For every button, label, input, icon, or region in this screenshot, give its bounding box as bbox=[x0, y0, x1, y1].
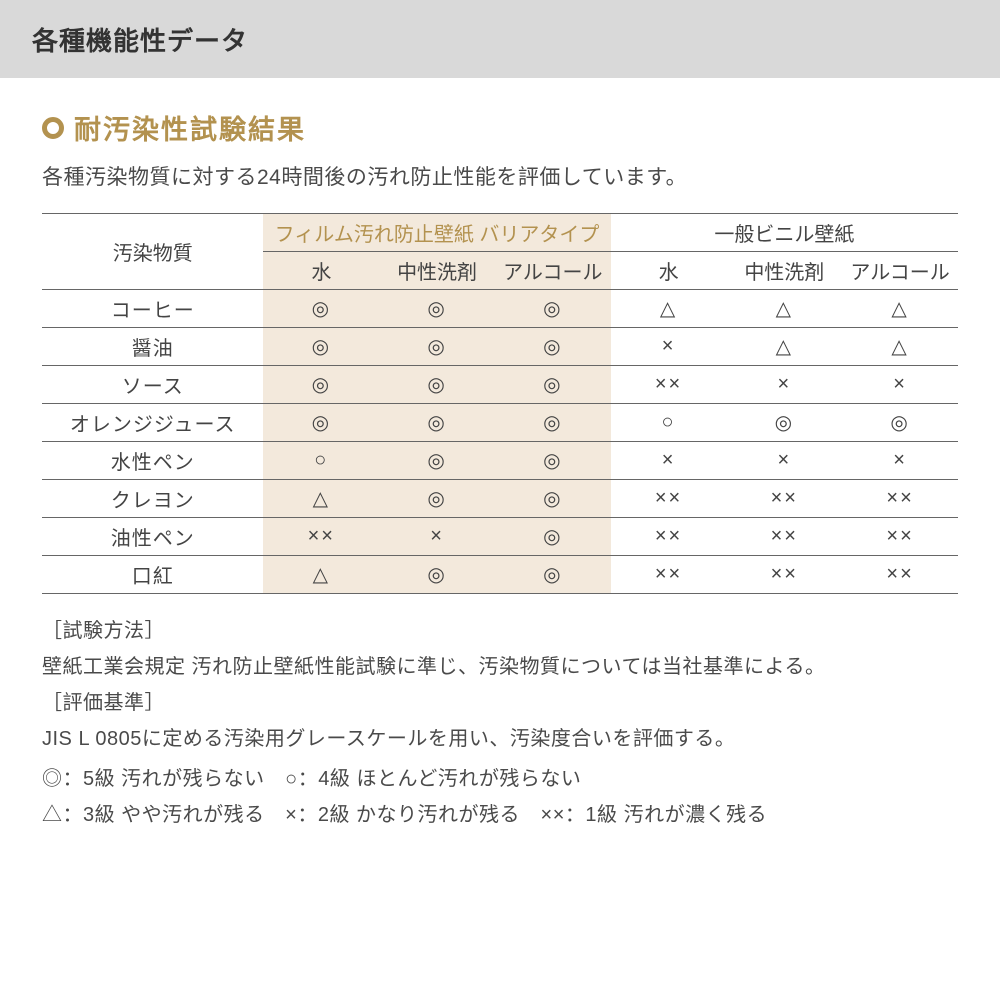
method-label: ［試験方法］ bbox=[42, 614, 958, 648]
result-cell: △ bbox=[263, 480, 379, 518]
legend-line-2: △：3級 やや汚れが残る ×：2級 かなり汚れが残る ××：1級 汚れが濃く残る bbox=[42, 798, 958, 832]
result-cell: × bbox=[842, 442, 958, 480]
result-cell: ×× bbox=[611, 556, 727, 594]
table-row: コーヒー◎◎◎△△△ bbox=[42, 290, 958, 328]
row-label: 口紅 bbox=[42, 556, 263, 594]
table-row: オレンジジュース◎◎◎○◎◎ bbox=[42, 404, 958, 442]
sub-header: 水 bbox=[263, 252, 379, 290]
row-label: オレンジジュース bbox=[42, 404, 263, 442]
result-cell: × bbox=[611, 442, 727, 480]
bullet-circle-icon bbox=[42, 117, 64, 139]
result-cell: ◎ bbox=[263, 290, 379, 328]
row-label: コーヒー bbox=[42, 290, 263, 328]
result-cell: × bbox=[379, 518, 495, 556]
row-header-label: 汚染物質 bbox=[42, 214, 263, 290]
page-title: 各種機能性データ bbox=[32, 21, 248, 58]
criteria-label: ［評価基準］ bbox=[42, 686, 958, 720]
result-cell: × bbox=[726, 366, 842, 404]
result-cell: ◎ bbox=[379, 404, 495, 442]
footnotes: ［試験方法］ 壁紙工業会規定 汚れ防止壁紙性能試験に準じ、汚染物質については当社… bbox=[42, 614, 958, 832]
section-heading: 耐汚染性試験結果 bbox=[42, 108, 958, 147]
method-text: 壁紙工業会規定 汚れ防止壁紙性能試験に準じ、汚染物質については当社基準による。 bbox=[42, 650, 958, 684]
result-cell: ◎ bbox=[495, 556, 611, 594]
result-cell: ×× bbox=[263, 518, 379, 556]
table-row: クレヨン△◎◎×××××× bbox=[42, 480, 958, 518]
page-header: 各種機能性データ bbox=[0, 0, 1000, 78]
result-cell: ◎ bbox=[726, 404, 842, 442]
table-row: ソース◎◎◎×××× bbox=[42, 366, 958, 404]
legend-line-1: ◎：5級 汚れが残らない ○：4級 ほとんど汚れが残らない bbox=[42, 762, 958, 796]
result-cell: ◎ bbox=[263, 404, 379, 442]
sub-header: 中性洗剤 bbox=[726, 252, 842, 290]
result-cell: ◎ bbox=[379, 556, 495, 594]
table-row: 水性ペン○◎◎××× bbox=[42, 442, 958, 480]
table-row: 油性ペン×××◎×××××× bbox=[42, 518, 958, 556]
row-label: クレヨン bbox=[42, 480, 263, 518]
result-cell: ×× bbox=[726, 480, 842, 518]
result-cell: ×× bbox=[726, 518, 842, 556]
sub-header: 水 bbox=[611, 252, 727, 290]
result-cell: ○ bbox=[611, 404, 727, 442]
section-title: 耐汚染性試験結果 bbox=[74, 108, 306, 147]
criteria-text: JIS L 0805に定める汚染用グレースケールを用い、汚染度合いを評価する。 bbox=[42, 722, 958, 756]
result-cell: ×× bbox=[726, 556, 842, 594]
result-cell: ◎ bbox=[495, 328, 611, 366]
result-cell: ◎ bbox=[495, 518, 611, 556]
group-a-header: フィルム汚れ防止壁紙 バリアタイプ bbox=[263, 214, 610, 252]
sub-header: 中性洗剤 bbox=[379, 252, 495, 290]
result-cell: △ bbox=[611, 290, 727, 328]
result-cell: ×× bbox=[611, 480, 727, 518]
result-cell: × bbox=[611, 328, 727, 366]
row-label: 醤油 bbox=[42, 328, 263, 366]
result-cell: ×× bbox=[842, 556, 958, 594]
result-cell: △ bbox=[726, 290, 842, 328]
row-label: 油性ペン bbox=[42, 518, 263, 556]
result-cell: × bbox=[842, 366, 958, 404]
table-row: 口紅△◎◎×××××× bbox=[42, 556, 958, 594]
result-cell: ◎ bbox=[263, 328, 379, 366]
result-cell: ○ bbox=[263, 442, 379, 480]
result-cell: ×× bbox=[842, 480, 958, 518]
result-cell: ◎ bbox=[495, 480, 611, 518]
result-cell: ◎ bbox=[379, 366, 495, 404]
sub-header: アルコール bbox=[495, 252, 611, 290]
result-cell: ◎ bbox=[263, 366, 379, 404]
result-cell: ◎ bbox=[379, 442, 495, 480]
section-description: 各種汚染物質に対する24時間後の汚れ防止性能を評価しています。 bbox=[42, 161, 958, 191]
result-cell: × bbox=[726, 442, 842, 480]
group-b-header: 一般ビニル壁紙 bbox=[611, 214, 958, 252]
result-cell: ◎ bbox=[842, 404, 958, 442]
result-cell: ◎ bbox=[379, 290, 495, 328]
result-cell: ◎ bbox=[495, 442, 611, 480]
result-cell: ◎ bbox=[379, 480, 495, 518]
result-cell: ◎ bbox=[495, 290, 611, 328]
result-cell: ◎ bbox=[495, 366, 611, 404]
row-label: ソース bbox=[42, 366, 263, 404]
sub-header: アルコール bbox=[842, 252, 958, 290]
table-body: コーヒー◎◎◎△△△醤油◎◎◎×△△ソース◎◎◎××××オレンジジュース◎◎◎○… bbox=[42, 290, 958, 594]
results-table: 汚染物質 フィルム汚れ防止壁紙 バリアタイプ 一般ビニル壁紙 水中性洗剤アルコー… bbox=[42, 213, 958, 594]
result-cell: △ bbox=[263, 556, 379, 594]
result-cell: ◎ bbox=[495, 404, 611, 442]
result-cell: ◎ bbox=[379, 328, 495, 366]
table-row: 醤油◎◎◎×△△ bbox=[42, 328, 958, 366]
row-label: 水性ペン bbox=[42, 442, 263, 480]
content-area: 耐汚染性試験結果 各種汚染物質に対する24時間後の汚れ防止性能を評価しています。… bbox=[0, 78, 1000, 832]
result-cell: △ bbox=[842, 290, 958, 328]
result-cell: ×× bbox=[842, 518, 958, 556]
result-cell: △ bbox=[726, 328, 842, 366]
result-cell: ×× bbox=[611, 518, 727, 556]
result-cell: ×× bbox=[611, 366, 727, 404]
result-cell: △ bbox=[842, 328, 958, 366]
